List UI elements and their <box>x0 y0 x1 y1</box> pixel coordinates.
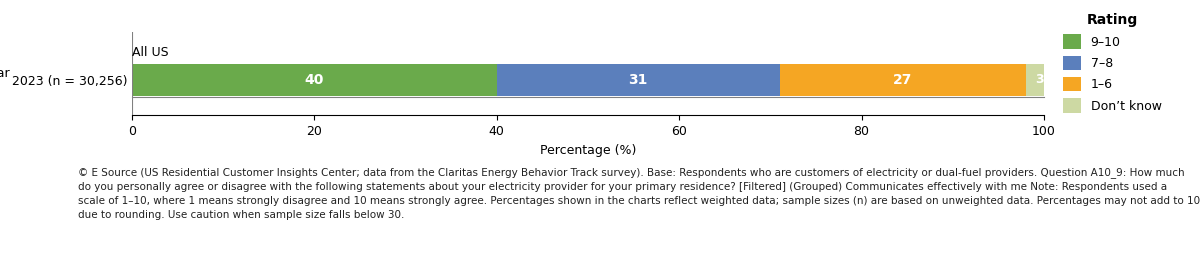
X-axis label: Percentage (%): Percentage (%) <box>540 144 636 157</box>
Text: All US: All US <box>132 46 169 59</box>
Text: 31: 31 <box>629 73 648 87</box>
Y-axis label: Year: Year <box>0 68 11 80</box>
Bar <box>132 63 497 96</box>
Text: © E Source (US Residential Customer Insights Center; data from the Claritas Ener: © E Source (US Residential Customer Insi… <box>78 167 1200 220</box>
Legend: 9–10, 7–8, 1–6, Don’t know: 9–10, 7–8, 1–6, Don’t know <box>1060 9 1165 116</box>
Text: 27: 27 <box>893 73 912 87</box>
Text: 40: 40 <box>305 73 324 87</box>
Bar <box>780 63 1026 96</box>
Text: 3: 3 <box>1036 73 1044 86</box>
Bar <box>1026 63 1054 96</box>
Bar <box>497 63 780 96</box>
